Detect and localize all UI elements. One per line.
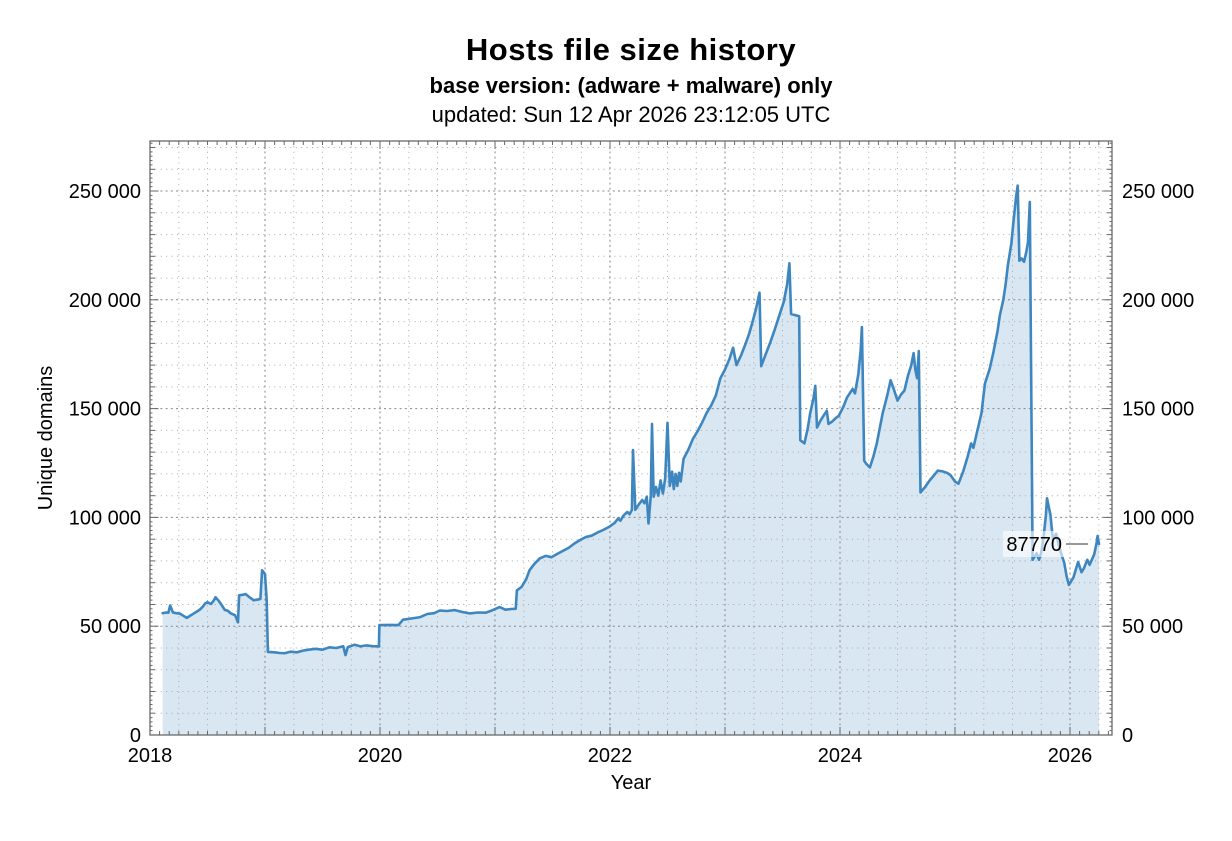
x-tick-label: 2026 — [1048, 745, 1093, 767]
annotation-label: 87770 — [1006, 534, 1062, 556]
y-tick-label: 200 000 — [69, 290, 141, 312]
chart-subtitle: base version: (adware + malware) only — [429, 73, 833, 98]
chart-updated-timestamp: updated: Sun 12 Apr 2026 23:12:05 UTC — [431, 102, 831, 127]
y-tick-label: 50 000 — [80, 616, 141, 638]
y-tick-label-right: 250 000 — [1122, 181, 1194, 203]
grid-major — [149, 141, 1112, 735]
y-axis-title: Unique domains — [35, 366, 57, 511]
y-tick-label-right: 50 000 — [1122, 616, 1183, 638]
axis-tick-labels: 0 0 50 000 50 000 100 000 100 000 150 000 150 0… — [69, 181, 1195, 767]
y-tick-label-right: 100 000 — [1122, 507, 1194, 529]
series-line — [161, 184, 1101, 657]
x-axis-title: Year — [611, 772, 652, 794]
y-tick-label-right: 0 — [1122, 725, 1133, 747]
x-tick-label: 2020 — [358, 745, 403, 767]
chart-title: Hosts file size history — [465, 32, 797, 67]
axis-ticks — [149, 141, 1112, 735]
y-tick-label: 100 000 — [69, 507, 141, 529]
plot-border — [149, 140, 1113, 736]
x-tick-label: 2018 — [128, 745, 173, 767]
x-tick-label: 2024 — [818, 745, 863, 767]
y-tick-label: 150 000 — [69, 399, 141, 421]
x-tick-label: 2022 — [588, 745, 633, 767]
y-tick-label: 0 — [130, 725, 141, 747]
y-tick-label-right: 150 000 — [1122, 399, 1194, 421]
y-tick-label-right: 200 000 — [1122, 290, 1194, 312]
y-tick-label: 250 000 — [69, 181, 141, 203]
series-area — [162, 185, 1099, 736]
